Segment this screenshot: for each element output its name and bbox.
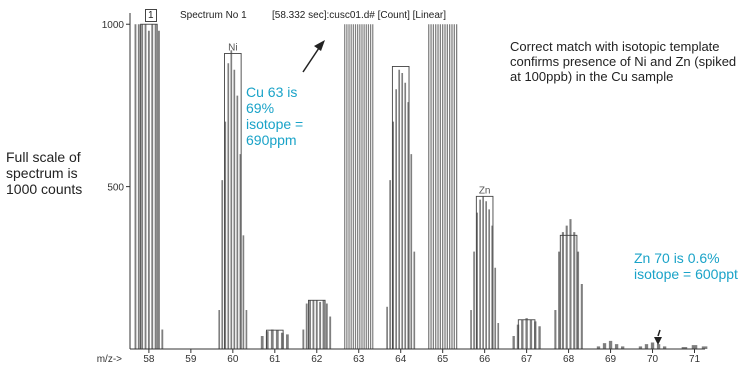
x-tick-label: 69 [605, 354, 617, 365]
axis-ticks: 58 59 60 61 62 63 64 65 66 67 68 69 70 71 500 1000 [102, 20, 701, 365]
template-box [224, 53, 242, 350]
annotation-arrows [302, 40, 662, 345]
y-tick-label: 1000 [102, 20, 125, 31]
x-tick-label: 68 [563, 354, 575, 365]
file-info: [58.332 sec]:cusc01.d# [Count] [Linear] [272, 10, 446, 21]
isotope-label: Ni [228, 42, 237, 53]
x-tick-label: 65 [437, 354, 449, 365]
x-tick-label: 61 [269, 354, 281, 365]
template-box [266, 329, 284, 350]
x-tick-label: 62 [311, 354, 323, 365]
full-scale-note: Full scale of spectrum is 1000 counts [6, 149, 83, 198]
match-note: Correct match with isotopic template con… [510, 39, 737, 84]
x-axis-label: m/z-> [97, 354, 122, 365]
template-box [391, 66, 410, 350]
cu-arrow-line [302, 44, 322, 73]
x-tick-label: 70 [647, 354, 659, 365]
zn-arrow-head [654, 337, 662, 345]
zn-arrow-line [657, 329, 661, 337]
y-tick-label: 500 [107, 183, 124, 194]
isotope-label: Zn [479, 185, 491, 196]
x-tick-label: 59 [185, 354, 197, 365]
x-tick-label: 67 [521, 354, 533, 365]
spectrum-index: 1 [145, 9, 157, 22]
spectrum-label: Spectrum No 1 [180, 10, 247, 21]
x-tick-label: 64 [395, 354, 407, 365]
x-tick-label: 60 [227, 354, 239, 365]
axes [129, 13, 705, 350]
x-tick-label: 66 [479, 354, 491, 365]
x-tick-label: 58 [143, 354, 155, 365]
x-tick-label: 71 [689, 354, 701, 365]
x-tick-label: 63 [353, 354, 365, 365]
spectrum-bars [134, 24, 708, 349]
template-box [475, 195, 494, 350]
cu-arrow-head [314, 40, 325, 51]
zn-note: Zn 70 is 0.6% isotope = 600ppt [634, 250, 738, 283]
cu-note: Cu 63 is 69% isotope = 690ppm [246, 84, 304, 149]
